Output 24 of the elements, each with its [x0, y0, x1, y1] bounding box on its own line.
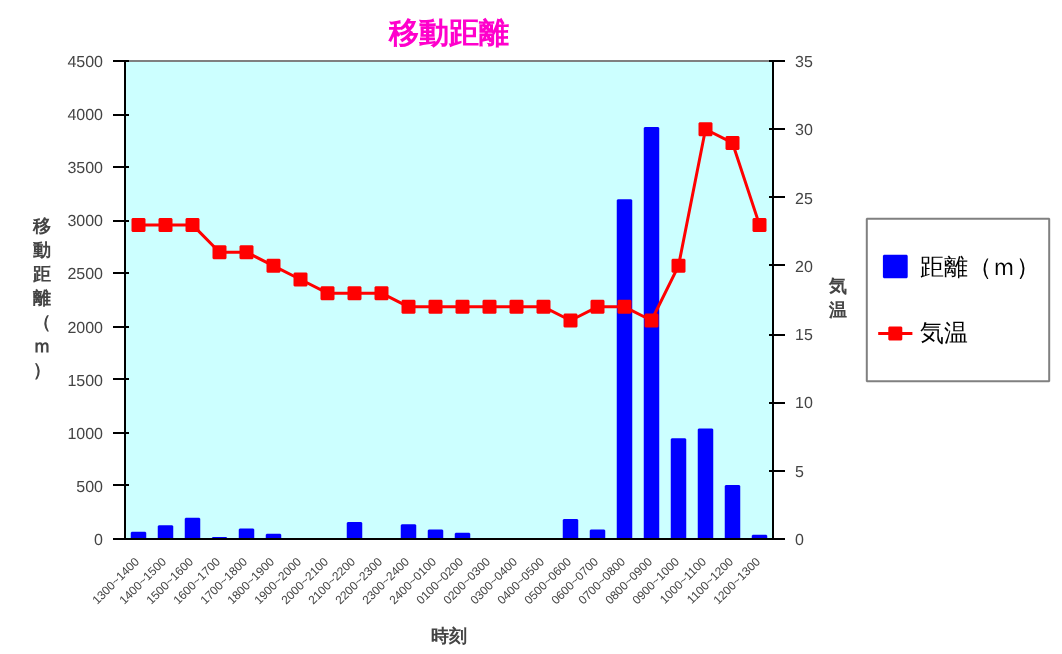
- legend-label: 距離（ｍ）: [920, 252, 1040, 281]
- x-axis-title: 時刻: [431, 626, 467, 649]
- y-axis-title: 移動距離（ｍ）: [31, 216, 52, 382]
- y-tick-label: 0: [94, 531, 105, 549]
- y-tick-label: 2000: [67, 318, 105, 337]
- y-tick-label: 2500: [67, 265, 105, 284]
- y2-tick-label: 0: [795, 531, 805, 549]
- y-tick-label: 1500: [67, 371, 105, 390]
- y2-tick-label: 20: [795, 257, 814, 276]
- y-tick-label: 4000: [67, 106, 105, 125]
- y-tick-label: 4500: [67, 53, 105, 71]
- y2-tick-label: 25: [795, 189, 814, 208]
- y2-tick-label: 5: [795, 462, 805, 481]
- y2-axis-title: 気温: [826, 276, 847, 322]
- y-tick-label: 3500: [67, 159, 105, 178]
- chart-title: 移動距離: [387, 15, 509, 51]
- y-tick-label: 3000: [67, 212, 105, 231]
- y2-tick-label: 10: [795, 394, 814, 413]
- legend-label: 気温: [920, 319, 968, 348]
- y2-tick-label: 35: [795, 53, 814, 71]
- y-tick-label: 1000: [67, 424, 105, 443]
- y2-tick-label: 15: [795, 326, 814, 345]
- y-tick-label: 500: [76, 477, 105, 496]
- y2-tick-label: 30: [795, 121, 814, 140]
